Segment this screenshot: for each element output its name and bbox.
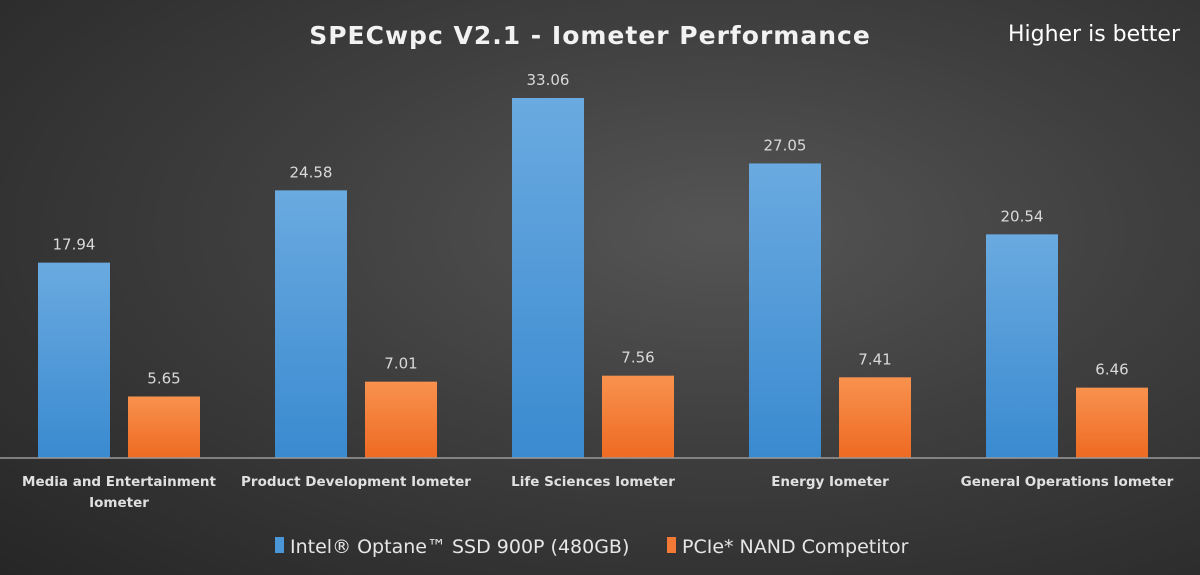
- bar-optane-4: [749, 163, 821, 458]
- higher-is-better-note: Higher is better: [1008, 22, 1181, 47]
- data-label-optane-4: 27.05: [764, 136, 807, 154]
- data-label-nand-5: 6.46: [1095, 361, 1128, 379]
- chart-title: SPECwpc V2.1 - Iometer Performance: [309, 21, 871, 50]
- bar-nand-2: [365, 381, 437, 458]
- category-label-1: Iometer: [89, 495, 149, 511]
- category-label-2: Product Development Iometer: [241, 474, 471, 490]
- category-label-4: Energy Iometer: [771, 474, 889, 490]
- data-label-optane-2: 24.58: [290, 163, 333, 181]
- legend-label-optane: Intel® Optane™ SSD 900P (480GB): [290, 536, 629, 558]
- bar-optane-5: [986, 234, 1058, 458]
- category-label-3: Life Sciences Iometer: [511, 474, 675, 490]
- data-label-optane-3: 33.06: [527, 71, 570, 89]
- bar-optane-1: [38, 262, 110, 458]
- data-label-nand-3: 7.56: [621, 349, 654, 367]
- bar-nand-3: [602, 375, 674, 458]
- data-label-nand-1: 5.65: [147, 369, 180, 387]
- legend-swatch-optane: [275, 537, 284, 553]
- bar-optane-2: [275, 190, 347, 459]
- category-label-1: Media and Entertainment: [22, 474, 217, 490]
- legend: Intel® Optane™ SSD 900P (480GB) PCIe* NA…: [275, 536, 909, 558]
- data-label-nand-4: 7.41: [858, 350, 891, 368]
- bar-nand-1: [128, 396, 200, 458]
- bar-nand-5: [1076, 387, 1148, 458]
- data-label-optane-1: 17.94: [53, 236, 96, 254]
- category-label-5: General Operations Iometer: [961, 474, 1174, 490]
- data-label-nand-2: 7.01: [384, 355, 417, 373]
- legend-label-nand: PCIe* NAND Competitor: [682, 536, 909, 558]
- legend-swatch-nand: [667, 537, 676, 553]
- bar-optane-3: [512, 98, 584, 458]
- data-label-optane-5: 20.54: [1001, 207, 1044, 225]
- bar-nand-4: [839, 377, 911, 458]
